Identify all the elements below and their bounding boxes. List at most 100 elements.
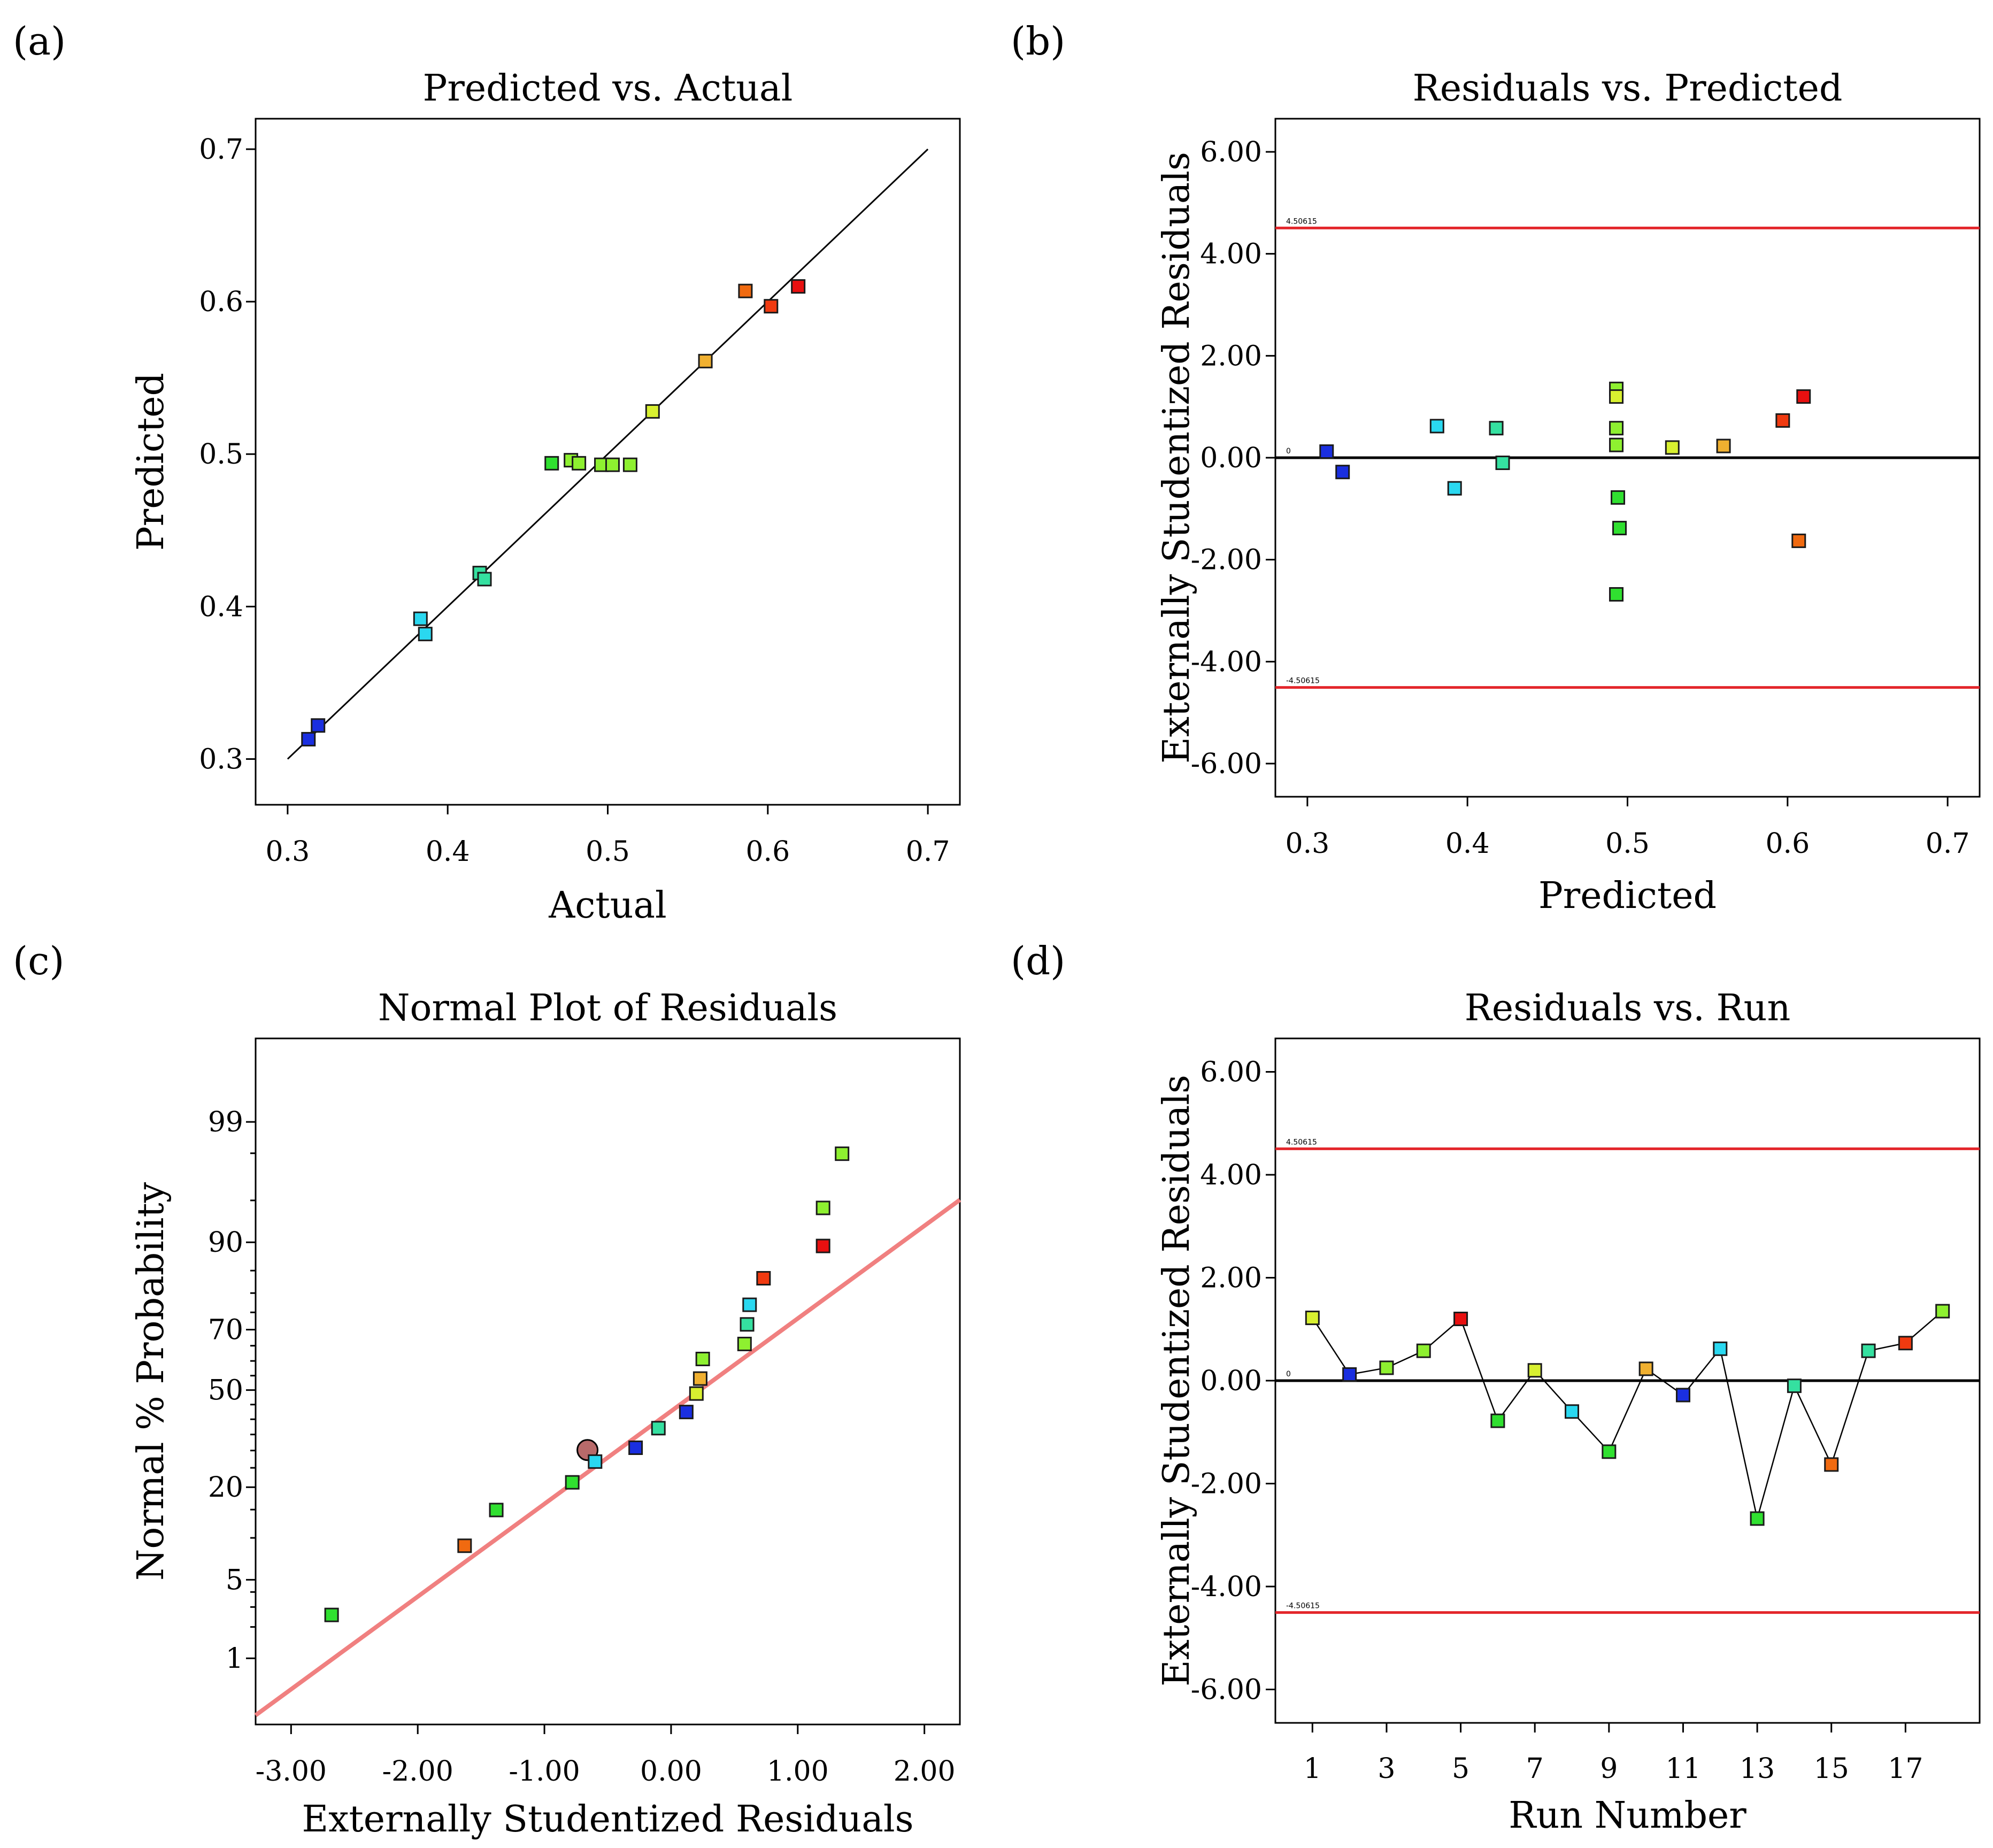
y-tick-label: 4.00 — [1200, 1159, 1262, 1191]
x-axis-label: Run Number — [1509, 1795, 1746, 1837]
x-tick-label: 0.00 — [640, 1755, 702, 1788]
chart-a: Predicted vs. Actual Actual Predicted 0.3 0.… — [130, 67, 961, 927]
data-point — [1612, 521, 1627, 536]
data-point — [489, 1503, 504, 1518]
data-point — [835, 1146, 850, 1161]
y-tick-label: 0.6 — [199, 286, 243, 318]
data-point — [1796, 389, 1811, 404]
data-point — [1716, 438, 1731, 453]
data-point — [695, 1351, 710, 1366]
y-axis-label: Externally Studentized Residuals — [1156, 1075, 1198, 1687]
data-point — [698, 353, 713, 368]
x-tick-label: 0.7 — [906, 836, 950, 868]
data-point — [1861, 1343, 1876, 1358]
x-tick-label: 17 — [1888, 1753, 1923, 1785]
data-point — [1489, 421, 1504, 436]
y-tick-label: 0.00 — [1200, 1365, 1262, 1397]
data-point — [791, 279, 806, 294]
x-tick-label: 2.00 — [894, 1755, 956, 1788]
y-tick-label: -4.00 — [1191, 1571, 1262, 1603]
x-tick-label: 0.5 — [586, 836, 630, 868]
chart-c: Normal Plot of Residuals Externally Stude… — [130, 987, 961, 1841]
y-tick-label: 0.3 — [199, 743, 243, 775]
data-point — [1490, 1413, 1505, 1428]
data-point — [628, 1440, 643, 1455]
data-point — [1787, 1379, 1802, 1393]
x-tick-label: 0.4 — [426, 836, 470, 868]
data-point — [756, 1271, 771, 1286]
x-tick-label: 0.7 — [1926, 828, 1970, 860]
chart-d: Residuals vs. Run Run Number Externally St… — [1156, 987, 1981, 1837]
data-point — [605, 457, 620, 472]
x-tick-label: 1 — [1304, 1753, 1321, 1785]
y-axis-label: Normal % Probability — [130, 1182, 172, 1581]
data-point — [1447, 481, 1462, 496]
panel-label-c: (c) — [13, 938, 65, 983]
lower-limit-label: -4.50615 — [1286, 1602, 1320, 1611]
data-point — [738, 283, 753, 298]
y-tick-label: -4.00 — [1191, 646, 1262, 678]
data-point — [1638, 1361, 1653, 1376]
data-point — [457, 1538, 472, 1553]
y-tick-label: 5 — [226, 1564, 243, 1596]
upper-limit-label: 4.50615 — [1286, 217, 1317, 226]
y-axis-label: Externally Studentized Residuals — [1156, 152, 1198, 764]
y-axis-label: Predicted — [130, 373, 172, 551]
zero-line-label: 0 — [1286, 1370, 1291, 1379]
x-tick-label: 0.6 — [745, 836, 790, 868]
y-tick-label: 1 — [226, 1643, 243, 1675]
data-point — [1750, 1511, 1765, 1526]
data-point — [651, 1421, 666, 1436]
data-point — [1453, 1312, 1468, 1327]
data-point — [1335, 465, 1350, 480]
data-point — [1609, 437, 1624, 452]
x-tick-label: 0.4 — [1445, 828, 1490, 860]
data-point — [1609, 421, 1624, 436]
y-tick-label: 6.00 — [1200, 1057, 1262, 1089]
charts-layer: Predicted vs. Actual Actual Predicted 0.3 0.… — [130, 67, 1981, 1841]
chart-title: Residuals vs. Run — [1465, 987, 1791, 1029]
x-tick-label: 0.3 — [1286, 828, 1330, 860]
x-tick-label: -3.00 — [256, 1755, 327, 1788]
y-tick-label: 2.00 — [1200, 1262, 1262, 1295]
y-tick-label: 99 — [208, 1106, 243, 1138]
data-point — [1429, 419, 1444, 434]
y-tick-label: 0.7 — [199, 134, 243, 166]
y-tick-label: -2.00 — [1191, 1468, 1262, 1500]
data-point — [815, 1238, 830, 1253]
x-axis-label: Actual — [548, 884, 667, 927]
y-tick-label: 50 — [208, 1375, 243, 1407]
upper-limit-label: 4.50615 — [1286, 1138, 1317, 1146]
y-tick-label: 90 — [208, 1227, 243, 1259]
y-tick-label: 6.00 — [1200, 136, 1262, 168]
data-point — [1342, 1367, 1357, 1382]
x-tick-label: 9 — [1600, 1753, 1618, 1785]
y-tick-label: -2.00 — [1191, 544, 1262, 576]
data-point — [1602, 1444, 1617, 1459]
data-point — [737, 1336, 752, 1351]
data-point — [1379, 1360, 1394, 1375]
chart-b: Residuals vs. Predicted Predicted External… — [1156, 67, 1981, 917]
x-axis-label: Externally Studentized Residuals — [302, 1798, 913, 1841]
x-tick-label: 0.5 — [1605, 828, 1650, 860]
chart-title: Normal Plot of Residuals — [378, 987, 837, 1029]
y-tick-label: 0.5 — [199, 438, 243, 471]
data-point — [1609, 389, 1624, 404]
data-point — [1675, 1388, 1690, 1403]
plot-frame — [255, 1037, 961, 1726]
y-tick-label: 0.4 — [199, 591, 243, 623]
panel-label-d: (d) — [1011, 938, 1065, 983]
lower-limit-label: -4.50615 — [1286, 677, 1320, 686]
data-point — [1665, 440, 1680, 455]
x-tick-label: 11 — [1665, 1753, 1700, 1785]
identity-line — [287, 148, 929, 760]
data-point — [1565, 1404, 1580, 1419]
data-point — [418, 627, 433, 642]
x-tick-label: 0.3 — [266, 836, 310, 868]
panel-label-b: (b) — [1011, 19, 1065, 64]
y-tick-label: 4.00 — [1200, 238, 1262, 271]
data-point — [301, 732, 316, 746]
x-tick-label: 13 — [1740, 1753, 1775, 1785]
data-point — [645, 404, 660, 419]
data-point — [324, 1607, 339, 1622]
